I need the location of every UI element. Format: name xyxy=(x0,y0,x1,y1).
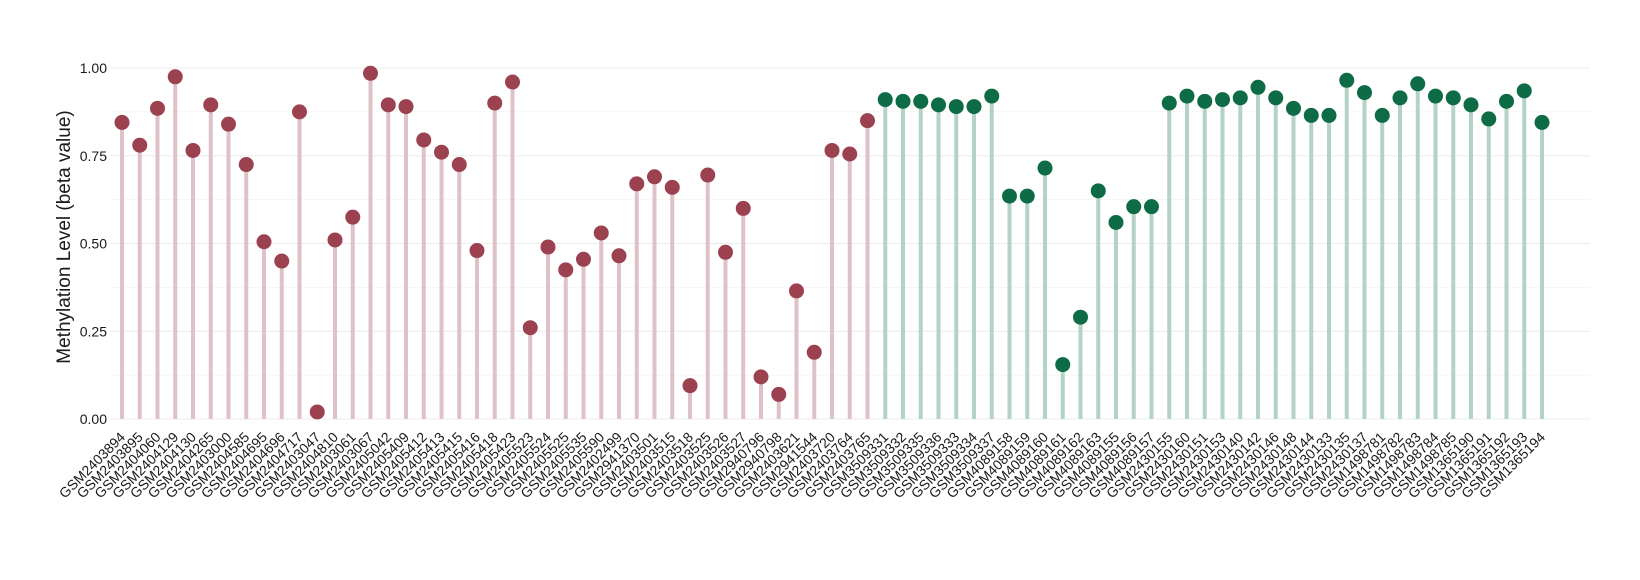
lollipop-point xyxy=(114,114,130,130)
y-axis-title: Methylation Level (beta value) xyxy=(54,110,75,363)
lollipop-point xyxy=(1286,100,1301,116)
lollipop-point xyxy=(931,97,946,113)
lollipop-point xyxy=(1374,107,1390,123)
x-axis-category-labels: GSM2403894GSM2403895GSM2404060GSM2404129… xyxy=(56,429,1549,502)
lollipop-point xyxy=(913,93,929,109)
lollipop-point xyxy=(150,100,165,116)
y-tick-label: 1.00 xyxy=(80,60,107,76)
lollipop-point xyxy=(824,142,840,158)
lollipop-point xyxy=(771,386,787,402)
lollipop-point xyxy=(1002,188,1017,204)
lollipop-point xyxy=(238,157,254,173)
lollipop-point xyxy=(1268,90,1284,106)
lollipop-point xyxy=(1073,309,1088,325)
lollipop-point xyxy=(203,97,219,113)
lollipop-point xyxy=(753,369,769,385)
lollipop-point xyxy=(505,74,520,90)
point-layer xyxy=(114,65,1550,420)
lollipop-point xyxy=(1232,90,1248,106)
lollipop-point xyxy=(221,116,236,132)
lollipop-point xyxy=(1126,199,1142,215)
lollipop-point xyxy=(966,99,982,115)
lollipop-point xyxy=(1179,88,1195,104)
lollipop-point xyxy=(718,244,733,260)
lollipop-point xyxy=(576,251,591,267)
lollipop-point xyxy=(558,262,574,278)
y-tick-label: 0.25 xyxy=(80,323,107,339)
lollipop-point xyxy=(363,65,378,81)
lollipop-point xyxy=(1303,107,1319,123)
lollipop-point xyxy=(1090,183,1106,199)
lollipop-point xyxy=(664,179,680,195)
lollipop-point xyxy=(1463,97,1479,113)
lollipop-point xyxy=(895,93,911,109)
lollipop-point xyxy=(327,232,343,248)
lollipop-point xyxy=(1250,79,1266,95)
lollipop-point xyxy=(398,99,414,115)
lollipop-point xyxy=(292,104,307,120)
lollipop-point xyxy=(1144,199,1159,215)
lollipop-point xyxy=(1392,90,1408,106)
lollipop-point xyxy=(984,88,1000,104)
y-axis-ticks: 0.00 0.25 0.50 0.75 1.00 xyxy=(80,60,107,427)
lollipop-point xyxy=(1428,88,1443,104)
lollipop-point xyxy=(806,344,822,360)
lollipop-point xyxy=(1197,93,1213,109)
lollipop-point xyxy=(611,248,627,264)
lollipop-point xyxy=(345,209,361,225)
lollipop-point xyxy=(451,157,467,173)
lollipop-point xyxy=(1055,357,1071,373)
lollipop-point xyxy=(1108,214,1124,230)
stem-layer xyxy=(120,73,1544,419)
lollipop-point xyxy=(735,200,751,216)
lollipop-point xyxy=(540,239,556,255)
lollipop-point xyxy=(700,167,716,183)
lollipop-point xyxy=(487,95,503,111)
lollipop-point xyxy=(1499,93,1514,109)
lollipop-point xyxy=(469,243,485,259)
lollipop-point xyxy=(256,234,272,250)
lollipop-point xyxy=(789,283,804,299)
lollipop-point xyxy=(1481,111,1497,127)
lollipop-point xyxy=(1019,188,1035,204)
lollipop-point xyxy=(647,169,662,185)
lollipop-point xyxy=(842,146,858,162)
lollipop-point xyxy=(877,92,893,108)
lollipop-point xyxy=(434,144,449,160)
lollipop-point xyxy=(522,320,538,336)
lollipop-point xyxy=(309,404,325,420)
lollipop-point xyxy=(167,69,183,85)
lollipop-point xyxy=(682,378,698,394)
lollipop-point xyxy=(1339,72,1355,88)
lollipop-point xyxy=(1534,114,1550,130)
y-tick-label: 0.00 xyxy=(80,411,107,427)
lollipop-point xyxy=(1161,95,1177,111)
y-tick-label: 0.50 xyxy=(80,236,107,252)
lollipop-point xyxy=(185,142,201,158)
lollipop-point xyxy=(1357,85,1372,101)
lollipop-point xyxy=(380,97,396,113)
lollipop-point xyxy=(948,99,964,115)
lollipop-point xyxy=(1321,107,1337,123)
lollipop-point xyxy=(1037,160,1053,176)
lollipop-point xyxy=(1516,83,1532,99)
lollipop-point xyxy=(593,225,609,241)
lollipop-point xyxy=(274,253,290,269)
lollipop-point xyxy=(416,132,432,148)
lollipop-point xyxy=(860,113,875,129)
lollipop-point xyxy=(629,176,645,192)
y-tick-label: 0.75 xyxy=(80,148,107,164)
lollipop-point xyxy=(1445,90,1461,106)
lollipop-point xyxy=(1215,92,1230,108)
lollipop-point xyxy=(132,137,148,153)
lollipop-point xyxy=(1410,76,1426,92)
